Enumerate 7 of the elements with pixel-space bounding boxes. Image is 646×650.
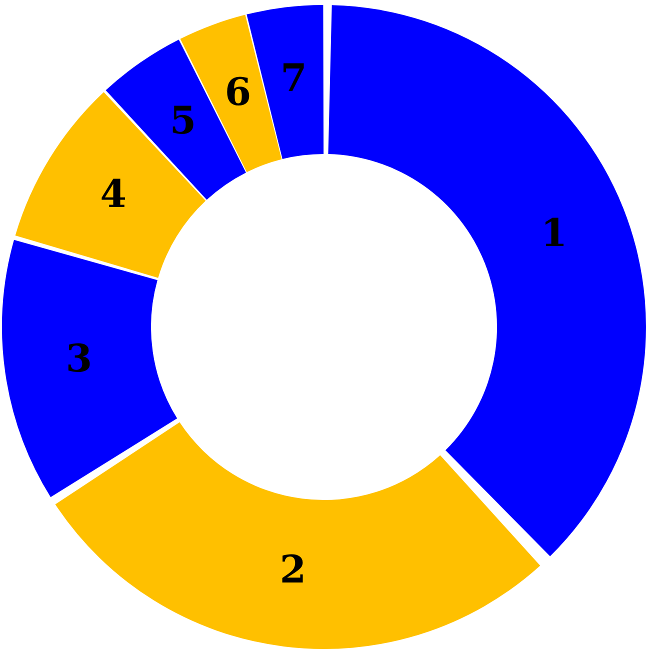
slice-label: 6 — [224, 68, 252, 114]
slice-label: 4 — [100, 170, 127, 216]
slice-label: 1 — [540, 210, 568, 255]
slice-label: 2 — [280, 546, 306, 592]
slice-label: 5 — [170, 97, 196, 142]
slice-label: 7 — [280, 55, 307, 100]
slice-label: 3 — [66, 336, 92, 381]
